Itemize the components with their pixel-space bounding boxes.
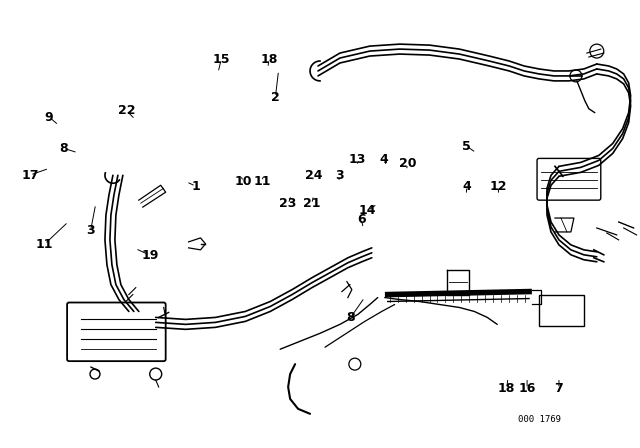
Text: 11: 11 (254, 175, 271, 188)
Text: 4: 4 (462, 180, 471, 193)
Text: 24: 24 (305, 168, 323, 181)
Text: 11: 11 (36, 237, 54, 250)
Text: 12: 12 (490, 180, 507, 193)
Text: 8: 8 (346, 311, 355, 324)
Text: 14: 14 (359, 204, 376, 217)
Text: 6: 6 (357, 213, 365, 226)
FancyBboxPatch shape (537, 159, 601, 200)
Text: 5: 5 (462, 140, 471, 153)
Text: 2: 2 (271, 90, 280, 103)
Text: 13: 13 (348, 153, 365, 166)
Text: 22: 22 (118, 104, 135, 117)
Text: 4: 4 (380, 153, 388, 166)
Bar (539, 294, 584, 326)
Text: 10: 10 (235, 175, 252, 188)
Text: 23: 23 (280, 198, 297, 211)
Text: 3: 3 (335, 168, 344, 181)
Text: 000 1769: 000 1769 (518, 415, 561, 424)
Text: 18: 18 (260, 53, 278, 66)
Text: 3: 3 (86, 224, 95, 237)
Text: 16: 16 (518, 382, 536, 395)
Text: 7: 7 (555, 382, 563, 395)
Text: 9: 9 (45, 111, 54, 124)
Text: 19: 19 (141, 249, 159, 262)
Text: 17: 17 (21, 168, 39, 181)
Text: 8: 8 (60, 142, 68, 155)
Text: 18: 18 (498, 382, 515, 395)
Text: 1: 1 (191, 180, 200, 193)
FancyBboxPatch shape (67, 302, 166, 361)
Text: 20: 20 (399, 157, 417, 170)
Text: 21: 21 (303, 198, 321, 211)
Text: 15: 15 (212, 53, 230, 66)
